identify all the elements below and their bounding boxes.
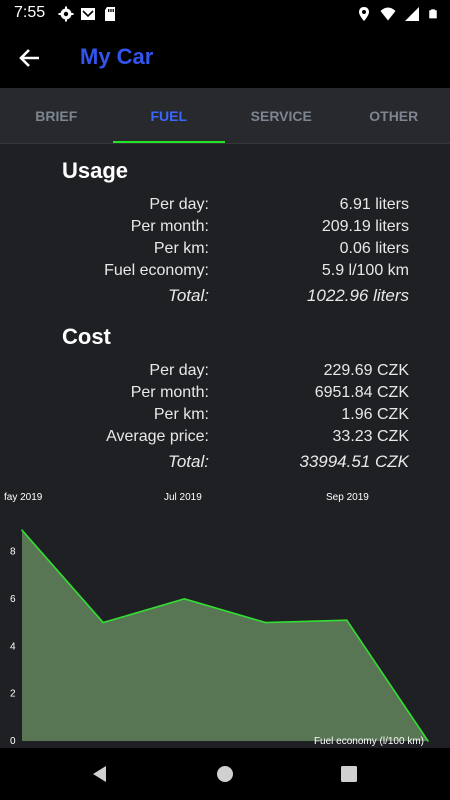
stat-value: 33.23 CZK xyxy=(332,428,409,445)
status-bar: 7:55 xyxy=(0,0,450,28)
usage-row-per-month: Per month: 209.19 liters xyxy=(0,218,450,240)
mail-icon xyxy=(81,8,95,20)
cost-title: Cost xyxy=(62,324,111,349)
stat-value: 0.06 liters xyxy=(339,240,409,257)
cost-row-average-price: Average price: 33.23 CZK xyxy=(0,428,450,450)
data-point xyxy=(21,529,23,532)
series-line xyxy=(21,529,429,742)
stat-label: Per km: xyxy=(153,406,209,423)
back-triangle-icon[interactable] xyxy=(88,762,112,786)
stat-value: 6951.84 CZK xyxy=(314,384,409,401)
tab-fuel[interactable]: FUEL xyxy=(112,88,226,144)
stat-value: 5.9 l/100 km xyxy=(321,262,409,279)
data-point xyxy=(102,621,104,624)
usage-row-per-day: Per day: 6.91 liters xyxy=(0,196,450,218)
stat-value: 1.96 CZK xyxy=(341,406,409,423)
data-point xyxy=(183,598,186,600)
status-time: 7:55 xyxy=(14,4,46,21)
stat-value: 209.19 liters xyxy=(321,218,409,235)
y-tick-label: 0 xyxy=(10,736,16,747)
usage-row-total: Total: 1022.96 liters xyxy=(0,286,450,308)
stat-label: Total: xyxy=(168,452,209,471)
stat-value: 33994.51 CZK xyxy=(299,452,409,471)
series-area xyxy=(22,530,428,741)
stat-label: Per month: xyxy=(130,218,209,235)
recents-square-icon[interactable] xyxy=(337,762,361,786)
stat-value: 6.91 liters xyxy=(339,196,409,213)
usage-row-per-km: Per km: 0.06 liters xyxy=(0,240,450,262)
tab-service[interactable]: SERVICE xyxy=(250,108,312,124)
usage-title: Usage xyxy=(62,158,129,183)
stat-label: Fuel economy: xyxy=(104,262,209,279)
tab-other[interactable]: OTHER xyxy=(369,108,419,124)
data-point xyxy=(427,740,429,742)
y-tick-label: 4 xyxy=(10,641,16,652)
status-left-icons xyxy=(58,6,118,22)
sd-card-icon xyxy=(105,7,115,21)
gear-icon xyxy=(58,6,74,22)
tab-divider xyxy=(0,143,450,144)
battery-icon xyxy=(429,9,437,19)
wifi-icon xyxy=(380,7,396,21)
cost-row-total: Total: 33994.51 CZK xyxy=(0,452,450,474)
y-tick-label: 2 xyxy=(10,689,16,700)
x-tick-label: fay 2019 xyxy=(4,492,43,503)
y-tick-label: 6 xyxy=(10,594,16,605)
x-tick-label: Jul 2019 xyxy=(164,492,202,503)
stat-label: Per month: xyxy=(130,384,209,401)
stat-label: Total: xyxy=(168,286,209,305)
app-bar: My Car xyxy=(0,28,450,88)
fuel-economy-chart[interactable]: 0 2 4 6 8 fay 2019 Jul 2019 Sep 2019 Fuel econom… xyxy=(0,486,450,748)
data-point xyxy=(346,619,348,622)
data-point xyxy=(264,621,267,624)
legend-label: Fuel economy (l/100 km) xyxy=(314,736,424,747)
app-title: My Car xyxy=(80,44,154,69)
signal-icon xyxy=(405,7,419,21)
cost-row-per-day: Per day: 229.69 CZK xyxy=(0,362,450,384)
tab-brief[interactable]: BRIEF xyxy=(35,108,78,124)
x-tick-label: Sep 2019 xyxy=(326,492,369,503)
location-icon xyxy=(359,7,369,21)
home-circle-icon[interactable] xyxy=(213,762,237,786)
stat-label: Per day: xyxy=(149,362,209,379)
stat-label: Per day: xyxy=(149,196,209,213)
tab-bar: BRIEF FUEL SERVICE OTHER xyxy=(0,88,450,144)
y-tick-label: 8 xyxy=(10,547,16,558)
back-arrow-icon[interactable] xyxy=(16,44,44,72)
nav-bar xyxy=(0,748,450,800)
cost-row-per-km: Per km: 1.96 CZK xyxy=(0,406,450,428)
cost-row-per-month: Per month: 6951.84 CZK xyxy=(0,384,450,406)
stat-value: 229.69 CZK xyxy=(323,362,409,379)
stat-label: Per km: xyxy=(153,240,209,257)
status-right-icons xyxy=(356,6,438,22)
stat-label: Average price: xyxy=(106,428,209,445)
stat-value: 1022.96 liters xyxy=(306,286,409,305)
usage-row-fuel-economy: Fuel economy: 5.9 l/100 km xyxy=(0,262,450,284)
